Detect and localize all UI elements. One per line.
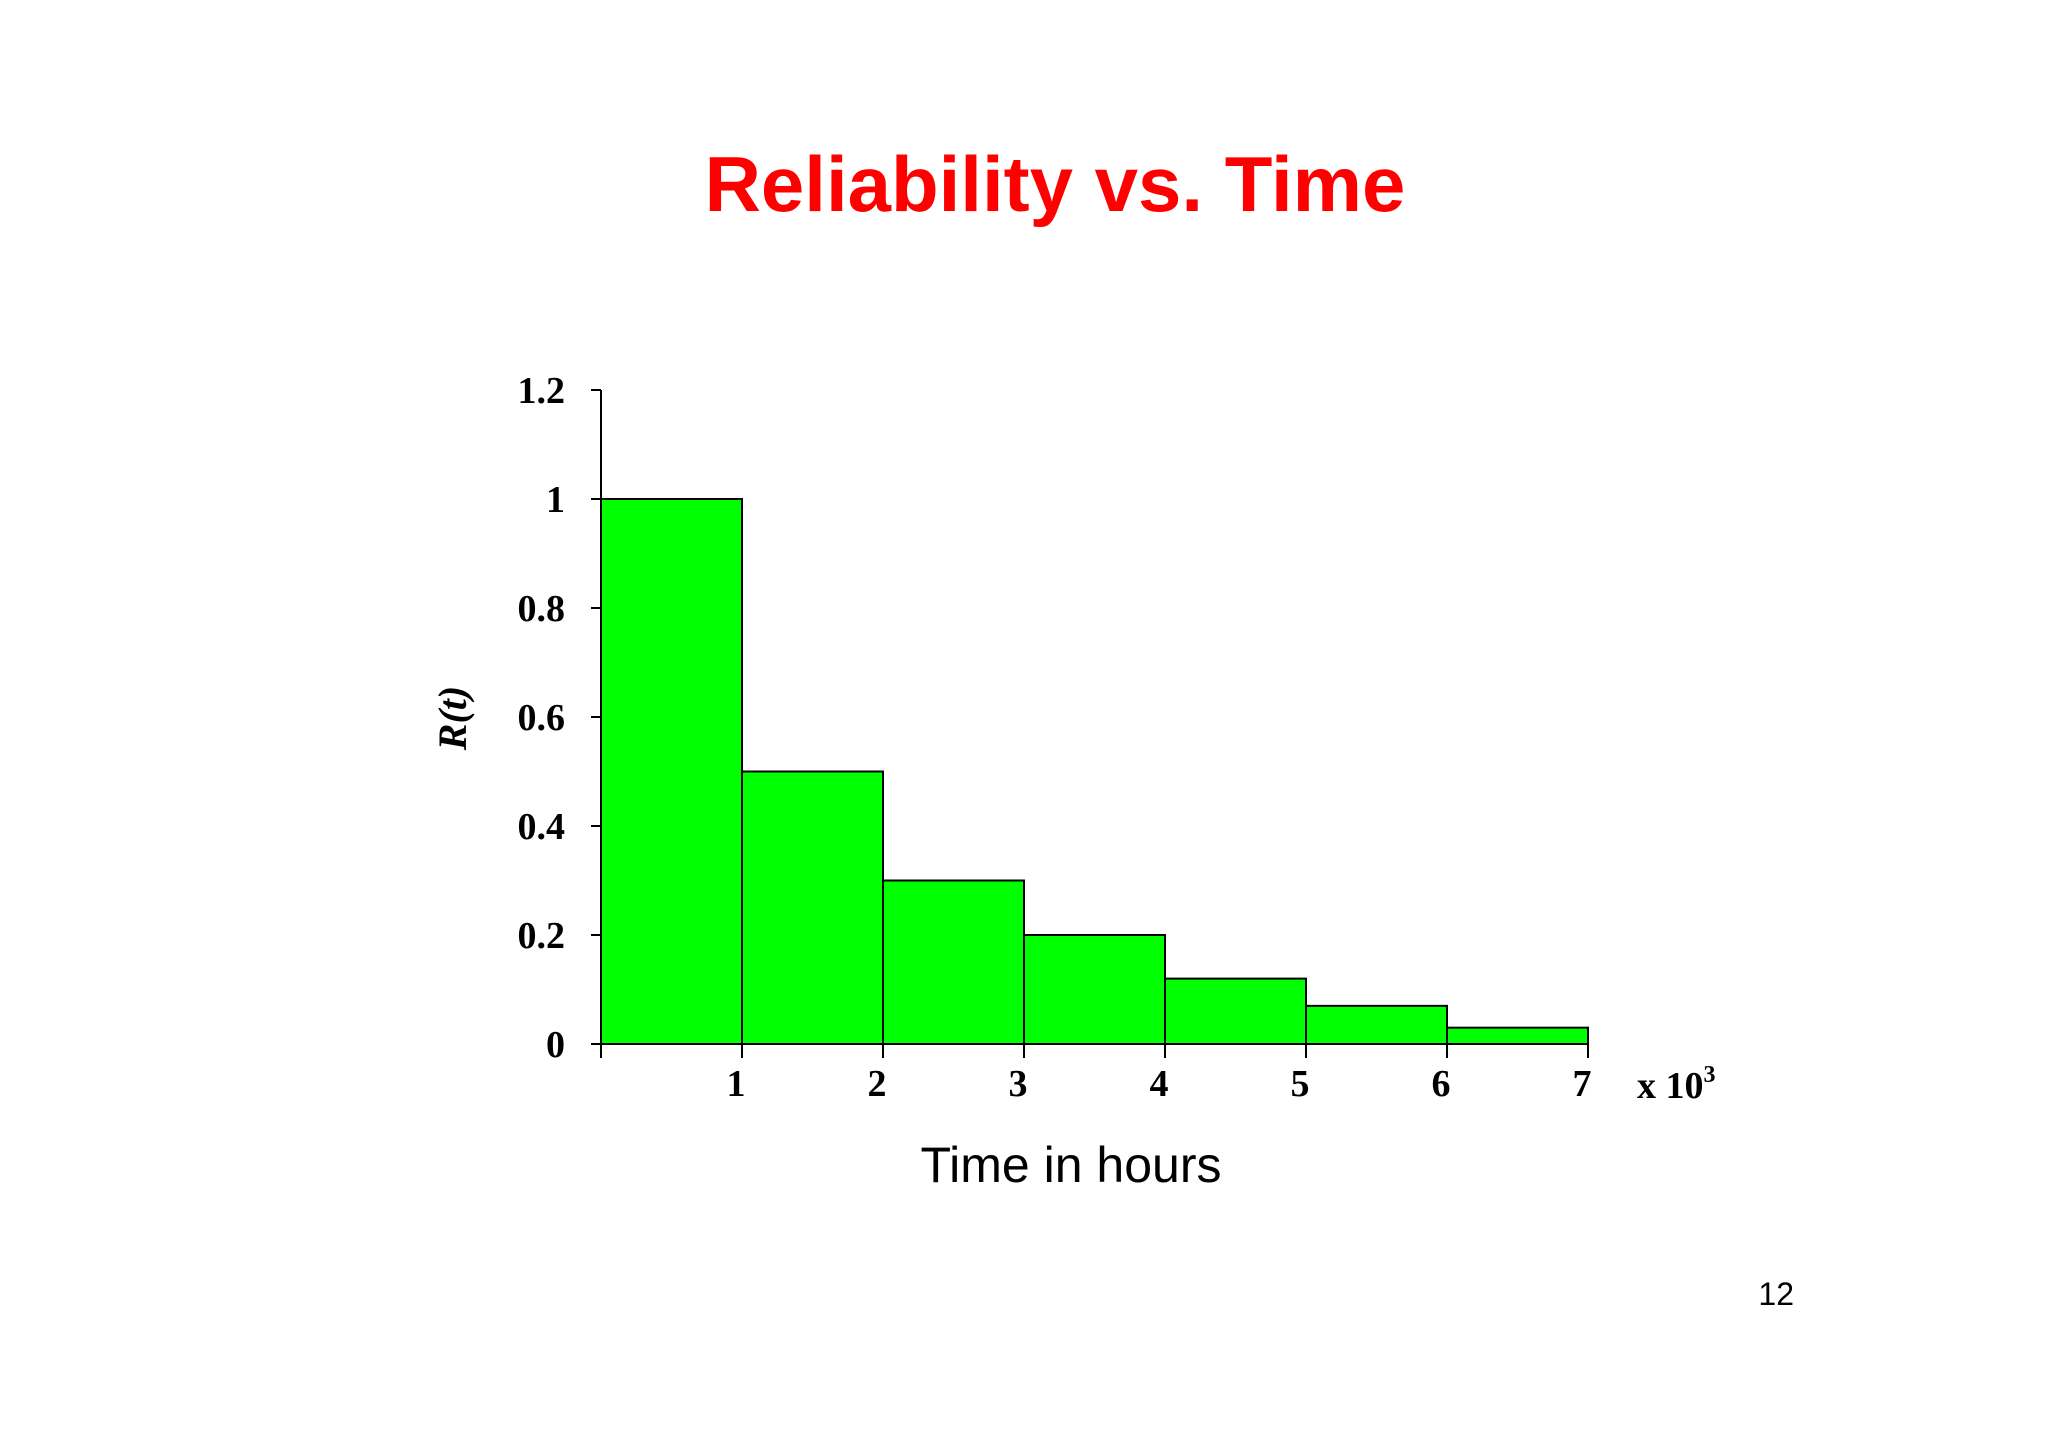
y-tick-label-0: 0 bbox=[546, 1024, 565, 1066]
x-axis-multiplier: x 103 bbox=[1637, 1062, 1716, 1107]
x-tick-label-2: 2 bbox=[868, 1063, 887, 1105]
x-multiplier-prefix: x 10 bbox=[1637, 1065, 1704, 1107]
y-tick-label-0.2: 0.2 bbox=[518, 915, 566, 957]
x-tick-label-5: 5 bbox=[1291, 1063, 1310, 1105]
slide-title: Reliability vs. Time bbox=[704, 140, 1406, 228]
bar-3-4 bbox=[1023, 934, 1166, 1045]
x-axis-label: Time in hours bbox=[920, 1137, 1221, 1193]
tick-labels-group: 0 0.2 0.4 0.6 0.8 1 1.2 1 2 3 4 5 6 7 bbox=[518, 370, 1592, 1105]
x-multiplier-exponent: 3 bbox=[1704, 1062, 1716, 1088]
page-number: 12 bbox=[1758, 1276, 1794, 1312]
y-tick-label-1.2: 1.2 bbox=[518, 370, 566, 412]
y-tick-label-1: 1 bbox=[546, 479, 565, 521]
bar-6-7 bbox=[1446, 1026, 1589, 1046]
bar-4-5 bbox=[1164, 977, 1307, 1045]
bar-5-6 bbox=[1305, 1004, 1448, 1045]
y-tick-label-0.8: 0.8 bbox=[518, 588, 566, 630]
bar-1-2 bbox=[741, 770, 884, 1045]
y-tick-label-0.6: 0.6 bbox=[518, 697, 566, 739]
x-tick-label-6: 6 bbox=[1432, 1063, 1451, 1105]
axes-group bbox=[591, 389, 1589, 1058]
x-tick-label-1: 1 bbox=[727, 1063, 746, 1105]
x-tick-label-7: 7 bbox=[1573, 1063, 1592, 1105]
y-axis-label: R(t) bbox=[430, 686, 475, 751]
x-tick-label-4: 4 bbox=[1150, 1063, 1169, 1105]
bars-group bbox=[600, 498, 1589, 1046]
x-tick-label-3: 3 bbox=[1009, 1063, 1028, 1105]
y-tick-label-0.4: 0.4 bbox=[518, 806, 566, 848]
bar-0-1 bbox=[600, 498, 743, 1045]
bar-2-3 bbox=[882, 879, 1025, 1045]
